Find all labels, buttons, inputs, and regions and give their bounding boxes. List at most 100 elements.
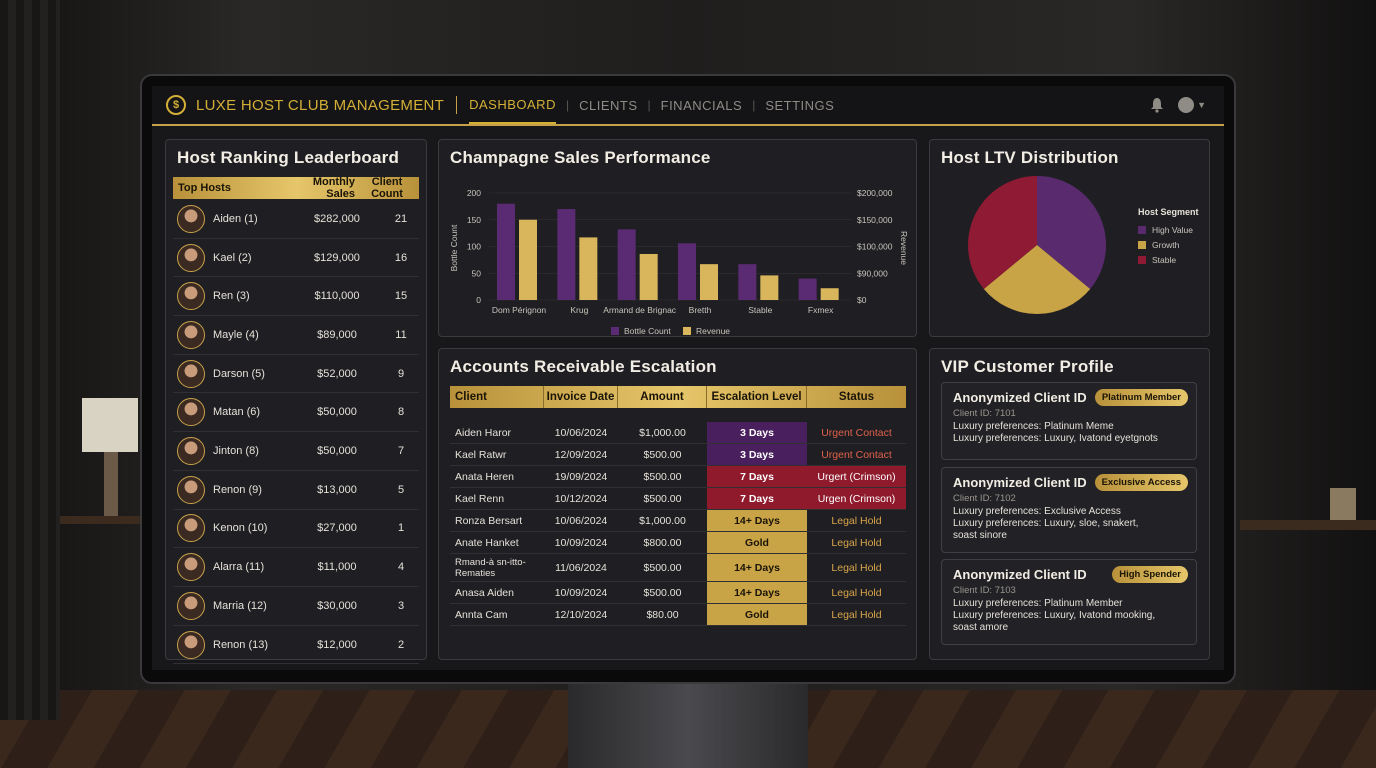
leaderboard-row[interactable]: Renon (9) $13,000 5 bbox=[173, 471, 419, 510]
vip-preference-line: soast sinore bbox=[953, 530, 1007, 541]
ar-table-row[interactable]: Anata Heren 19/09/2024 $500.00 7 Days Urgert… bbox=[450, 466, 906, 488]
ar-status: Urgent Contact bbox=[821, 426, 892, 439]
legend-swatch bbox=[611, 327, 619, 335]
ar-invoice-date: 10/09/2024 bbox=[554, 586, 608, 599]
col-status[interactable]: Status bbox=[838, 391, 875, 403]
vip-client-card[interactable]: Anonymized Client ID Platinum Member Clien… bbox=[941, 382, 1197, 460]
ltv-title: Host LTV Distribution bbox=[941, 148, 1119, 167]
x-tick-label: Fxmex bbox=[808, 305, 834, 315]
vip-tier-badge: Platinum Member bbox=[1094, 389, 1188, 406]
ar-amount: $500.00 bbox=[643, 448, 682, 461]
ar-client: Anasa Aiden bbox=[455, 586, 514, 599]
user-avatar-icon[interactable] bbox=[1178, 97, 1194, 113]
host-client-count: 9 bbox=[397, 367, 405, 380]
tab-settings[interactable]: SETTINGS bbox=[765, 97, 835, 113]
ar-escalation-badge: 14+ Days bbox=[707, 582, 807, 603]
host-client-count: 7 bbox=[397, 445, 405, 458]
host-client-count: 5 bbox=[397, 483, 405, 496]
vip-preference-line: Luxury preferences: Platinum Meme bbox=[953, 421, 1114, 432]
leaderboard-row[interactable]: Darson (5) $52,000 9 bbox=[173, 355, 419, 394]
ar-status: Legal Hold bbox=[831, 608, 882, 621]
y2-tick-label: $0 bbox=[857, 295, 867, 305]
ar-table-row[interactable]: Anate Hanket 10/09/2024 $800.00 Gold Legal H… bbox=[450, 532, 906, 554]
leaderboard-row[interactable]: Renon (13) $12,000 2 bbox=[173, 626, 419, 665]
ar-table-row[interactable]: Rmand-à sn-itto-Rematies 11/06/2024 $500.0… bbox=[450, 554, 906, 582]
leaderboard-row[interactable]: Matan (6) $50,000 8 bbox=[173, 394, 419, 433]
ar-table-row[interactable]: Anasa Aiden 10/09/2024 $500.00 14+ Days Lega… bbox=[450, 582, 906, 604]
leaderboard-row[interactable]: Mayle (4) $89,000 11 bbox=[173, 316, 419, 355]
vip-title: VIP Customer Profile bbox=[941, 357, 1114, 376]
monitor-stand bbox=[568, 680, 808, 768]
ar-table-row[interactable]: Aiden Haror 10/06/2024 $1,000.00 3 Days Urge… bbox=[450, 422, 906, 444]
leaderboard-row[interactable]: Kenon (10) $27,000 1 bbox=[173, 510, 419, 549]
tab-dashboard[interactable]: DASHBOARD bbox=[469, 87, 556, 124]
col-client[interactable]: Client bbox=[450, 386, 544, 408]
leaderboard-row[interactable]: Jinton (8) $50,000 7 bbox=[173, 432, 419, 471]
ar-invoice-date: 12/10/2024 bbox=[554, 608, 608, 621]
leaderboard-row[interactable]: Marria (12) $30,000 3 bbox=[173, 587, 419, 626]
chevron-down-icon[interactable]: ▼ bbox=[1197, 100, 1206, 110]
host-name: Kael (2) bbox=[213, 251, 252, 264]
ar-invoice-date: 11/06/2024 bbox=[555, 561, 607, 574]
y-tick-label: 150 bbox=[467, 215, 481, 225]
ar-table-row[interactable]: Ronza Bersart 10/06/2024 $1,000.00 14+ Days… bbox=[450, 510, 906, 532]
ar-invoice-date: 10/06/2024 bbox=[554, 426, 608, 439]
host-avatar bbox=[177, 475, 205, 504]
champagne-title: Champagne Sales Performance bbox=[450, 148, 711, 167]
vip-client-card[interactable]: Anonymized Client ID Exclusive Access Clie… bbox=[941, 467, 1197, 553]
x-tick-label: Dom Pérignon bbox=[492, 305, 547, 315]
side-table bbox=[60, 516, 160, 524]
leaderboard-row[interactable]: Alarra (11) $11,000 4 bbox=[173, 548, 419, 587]
y2-tick-label: $100,000 bbox=[857, 242, 893, 252]
bell-icon[interactable] bbox=[1150, 97, 1164, 113]
vip-client-id: Client ID: 7101 bbox=[953, 408, 1016, 419]
y-axis-label: Bottle Count bbox=[449, 224, 459, 271]
col-invoice-date[interactable]: Invoice Date bbox=[544, 386, 618, 408]
host-client-count: 21 bbox=[394, 212, 408, 225]
leaderboard-row[interactable]: Ren (3) $110,000 15 bbox=[173, 277, 419, 317]
vip-panel: VIP Customer Profile Anonymized Client I… bbox=[929, 348, 1210, 660]
col-amount[interactable]: Amount bbox=[618, 386, 707, 408]
host-avatar bbox=[177, 398, 205, 427]
vip-client-id: Client ID: 7103 bbox=[953, 585, 1016, 596]
host-client-count: 2 bbox=[397, 638, 405, 651]
bar-bottle-count bbox=[557, 209, 576, 300]
vip-preference-line: Luxury preferences: Luxury, Ivatond mook… bbox=[953, 610, 1156, 621]
tab-clients[interactable]: CLIENTS bbox=[579, 97, 638, 113]
host-name: Alarra (11) bbox=[213, 561, 265, 574]
host-monthly-sales: $50,000 bbox=[317, 406, 357, 419]
host-client-count: 3 bbox=[397, 599, 405, 612]
host-avatar bbox=[177, 243, 205, 272]
leaderboard-row[interactable]: Aiden (1) $282,000 21 bbox=[173, 200, 419, 239]
y-tick-label: 200 bbox=[467, 188, 481, 198]
host-name: Marria (12) bbox=[213, 599, 267, 612]
nav-separator bbox=[456, 96, 458, 114]
ar-table-row[interactable]: Kael Renn 10/12/2024 $500.00 7 Days Urgen (C… bbox=[450, 488, 906, 510]
host-monthly-sales: $30,000 bbox=[317, 599, 357, 612]
leaderboard-header: Top Hosts Monthly Sales Client Count bbox=[173, 176, 419, 200]
ar-table-row[interactable]: Kael Ratwr 12/09/2024 $500.00 3 Days Urgent … bbox=[450, 444, 906, 466]
x-tick-label: Bretth bbox=[689, 305, 712, 315]
ar-client: Anate Hanket bbox=[455, 536, 519, 549]
ar-escalation-badge: 14+ Days bbox=[707, 554, 807, 581]
vip-preference-line: Luxury preferences: Luxury, sloe, snaker… bbox=[953, 518, 1139, 529]
col-top-hosts[interactable]: Top Hosts bbox=[178, 182, 231, 194]
ar-table-row[interactable]: Annta Cam 12/10/2024 $80.00 Gold Legal Hold bbox=[450, 604, 906, 626]
col-client-count[interactable]: Client Count bbox=[371, 176, 403, 200]
ar-client: Aiden Haror bbox=[455, 426, 512, 439]
col-monthly-sales[interactable]: Monthly Sales bbox=[312, 176, 355, 200]
ar-escalation-badge: Gold bbox=[707, 532, 807, 553]
legend-swatch bbox=[1138, 241, 1146, 249]
ar-invoice-date: 10/06/2024 bbox=[554, 514, 608, 527]
host-monthly-sales: $13,000 bbox=[317, 483, 357, 496]
ar-status: Urgert (Crimson) bbox=[807, 466, 906, 487]
ar-client: Annta Cam bbox=[455, 608, 508, 621]
host-name: Ren (3) bbox=[213, 290, 250, 303]
col-escalation[interactable]: Escalation Level bbox=[707, 386, 807, 408]
tab-financials[interactable]: FINANCIALS bbox=[660, 97, 743, 113]
ar-invoice-date: 19/09/2024 bbox=[554, 470, 608, 483]
leaderboard-row[interactable]: Kael (2) $129,000 16 bbox=[173, 239, 419, 278]
host-avatar bbox=[177, 591, 205, 620]
bar-revenue bbox=[579, 237, 598, 300]
vip-client-card[interactable]: Anonymized Client ID High Spender Client I… bbox=[941, 559, 1197, 645]
